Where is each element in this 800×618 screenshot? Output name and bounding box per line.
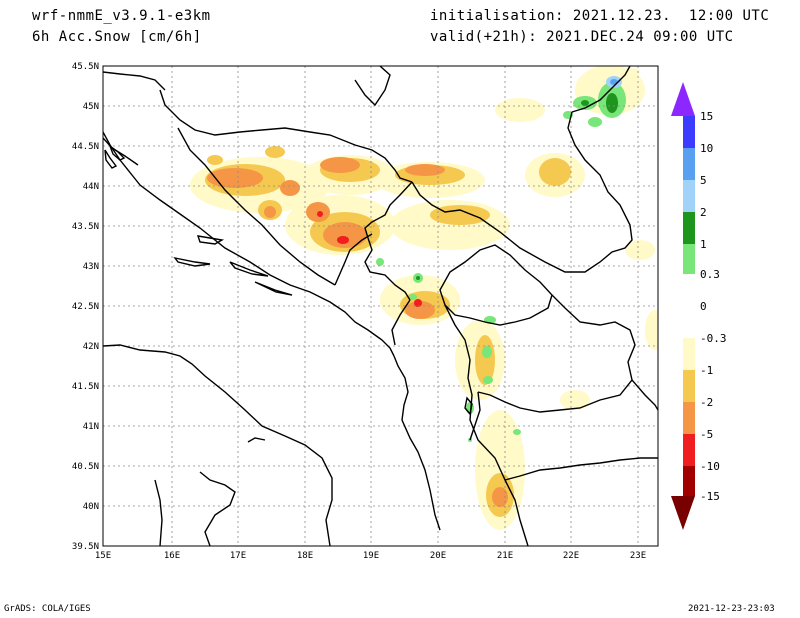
italy-heel (247, 437, 266, 443)
cres-island (104, 149, 118, 169)
lat-tick-label: 41.5N (72, 382, 99, 392)
snow-field-layer (190, 66, 658, 530)
lon-tick-label: 18E (297, 551, 313, 561)
init-time-label: initialisation: 2021.12.23. 12:00 UTC (430, 8, 770, 24)
colorbar-label: 5 (700, 174, 707, 187)
colorbar-swatch (683, 370, 695, 402)
render-timestamp: 2021-12-23-23:03 (688, 604, 775, 614)
colorbar-label: 0 (700, 300, 707, 313)
krk-island (108, 144, 126, 161)
croatian-islands-2 (173, 256, 211, 267)
serbia-east-border (411, 111, 633, 273)
colorbar-label: -5 (700, 428, 713, 441)
field-label: 6h Acc.Snow [cm/6h] (32, 29, 202, 45)
colorbar-label: -1 (700, 364, 713, 377)
lat-lon-grid (103, 66, 658, 546)
colorbar-swatch (683, 244, 695, 274)
lon-ticks: 15E 16E 17E 18E 19E 20E 21E 22E 23E (95, 551, 646, 561)
valid-time-label: valid(+21h): 2021.DEC.24 09:00 UTC (430, 29, 734, 45)
grads-credit: GrADS: COLA/IGES (4, 604, 91, 614)
colorbar-bottom-triangle (671, 496, 695, 530)
hungary-border (103, 71, 166, 91)
bulgaria-macedonia-border (477, 294, 636, 413)
serbia-montenegro-border (364, 181, 413, 301)
lon-tick-label: 19E (363, 551, 379, 561)
colorbar-label: 2 (700, 206, 707, 219)
colorbar-swatch (683, 434, 695, 466)
croatian-islands-1 (196, 235, 225, 245)
greece-border (504, 457, 658, 481)
boundaries-layer (103, 66, 658, 546)
lat-tick-label: 45.5N (72, 62, 99, 72)
lat-tick-label: 44.5N (72, 142, 99, 152)
colorbar-swatch (683, 212, 695, 244)
colorbar-label: -15 (700, 490, 720, 503)
lat-tick-label: 41N (83, 422, 99, 432)
colorbar-swatch (683, 338, 695, 370)
lon-tick-label: 22E (563, 551, 579, 561)
lat-tick-label: 42N (83, 342, 99, 352)
lon-tick-label: 16E (164, 551, 180, 561)
kosovo-border (439, 244, 553, 326)
croatian-islands-4 (254, 281, 293, 296)
lat-tick-label: 43.5N (72, 222, 99, 232)
map-frame (102, 65, 659, 547)
danube-border (571, 66, 631, 113)
lat-tick-label: 44N (83, 182, 99, 192)
colorbar: 15 10 5 2 1 0.3 0 -0.3 -1 -2 -5 -10 -15 (671, 82, 727, 530)
colorbar-swatch (683, 274, 695, 338)
serbia-border (354, 66, 391, 107)
croatia-coastline (103, 131, 395, 357)
bosnia-border (159, 89, 413, 183)
italy-coastline (103, 344, 333, 546)
albania-coastline (393, 355, 441, 531)
colorbar-label: -0.3 (700, 332, 727, 345)
bulgaria-greece-border (631, 379, 658, 411)
lat-tick-label: 45N (83, 102, 99, 112)
calabria-coast (199, 471, 236, 546)
lat-tick-label: 40.5N (72, 462, 99, 472)
colorbar-label: 1 (700, 238, 707, 251)
colorbar-label: 0.3 (700, 268, 720, 281)
bosnia-south-border (177, 127, 336, 286)
albania-east-border (444, 304, 529, 546)
colorbar-label: 10 (700, 142, 713, 155)
colorbar-swatch (683, 180, 695, 212)
croatian-islands-3 (229, 261, 269, 277)
macedonia-west (469, 391, 481, 441)
montenegro-border (334, 233, 373, 286)
lat-ticks: 45.5N 45N 44.5N 44N 43.5N 43N 42.5N 42N … (72, 62, 99, 552)
colorbar-swatch (683, 148, 695, 180)
colorbar-label: -10 (700, 460, 720, 473)
colorbar-label: -2 (700, 396, 713, 409)
lon-tick-label: 20E (430, 551, 446, 561)
lake-ohrid (464, 396, 473, 416)
gulf-of-taranto-coast (154, 479, 163, 546)
colorbar-top-triangle (671, 82, 695, 116)
colorbar-swatch (683, 116, 695, 148)
colorbar-swatch (683, 402, 695, 434)
lon-tick-label: 21E (497, 551, 513, 561)
lat-tick-label: 42.5N (72, 302, 99, 312)
model-label: wrf-nmmE_v3.9.1-e3km (32, 8, 211, 24)
lat-tick-label: 43N (83, 262, 99, 272)
lon-tick-label: 23E (630, 551, 646, 561)
lon-tick-label: 15E (95, 551, 111, 561)
lat-tick-label: 40N (83, 502, 99, 512)
colorbar-swatch (683, 466, 695, 496)
colorbar-label: 15 (700, 110, 713, 123)
lat-tick-label: 39.5N (72, 542, 99, 552)
montenegro-albania-border (391, 299, 411, 346)
lon-tick-label: 17E (230, 551, 246, 561)
